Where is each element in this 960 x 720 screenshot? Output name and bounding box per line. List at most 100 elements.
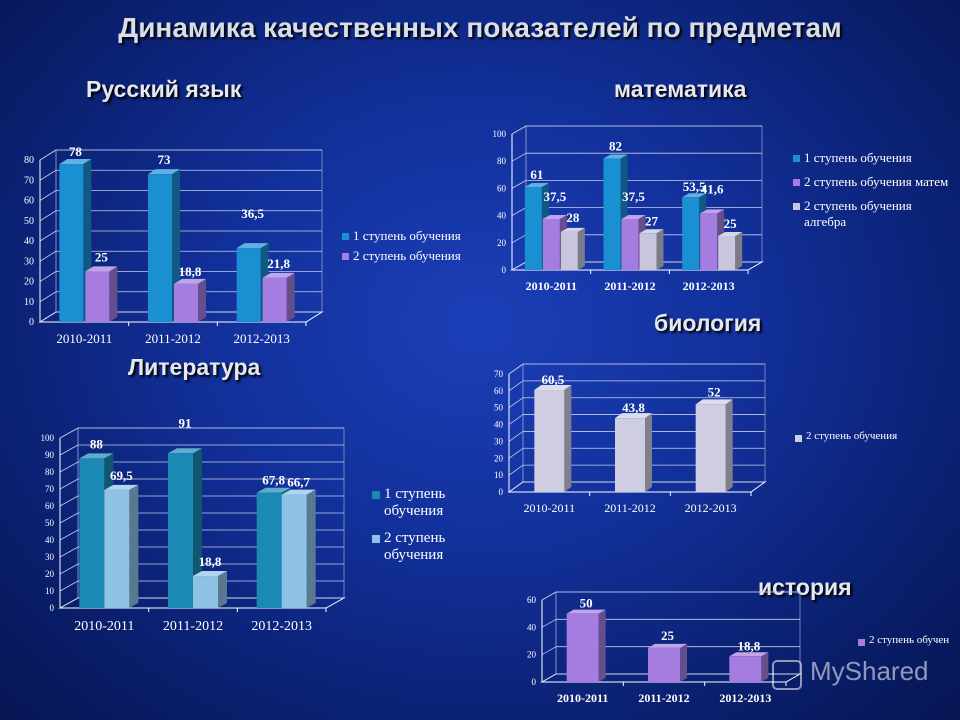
- x-tick-label: 2010-2011: [526, 279, 577, 293]
- y-tick-label: 60: [45, 501, 55, 511]
- x-tick-label: 2010-2011: [557, 691, 608, 705]
- x-tick-label: 2012-2013: [685, 501, 737, 515]
- data-label-biology-s1-c3: 52: [708, 384, 721, 399]
- legend-biology: 2 ступень обучения: [795, 430, 955, 446]
- y-tick-label: 40: [527, 622, 537, 632]
- chart-biology: 0 10 20 30 40 50 60 70 60,5 2010-2011 43,8 2011-201…: [494, 363, 767, 515]
- y-tick-label: 40: [45, 535, 55, 545]
- bar-literature-s2-c2: [193, 571, 227, 608]
- grid-diag: [508, 464, 524, 476]
- legend-item: 2 ступень обучения: [795, 430, 955, 442]
- x-tick-label: 2012-2013: [719, 691, 771, 705]
- y-tick-label: 20: [497, 238, 507, 248]
- bar-history-s1-c3: [729, 652, 769, 682]
- x-tick-label: 2011-2012: [604, 501, 656, 515]
- grid-diag: [39, 291, 57, 303]
- data-label-biology-s1-c2: 43,8: [622, 400, 645, 415]
- grid-diag: [39, 311, 57, 323]
- data-label-russian-s1-c2: 73: [158, 152, 172, 167]
- data-label-biology-s1-c1: 60,5: [541, 372, 564, 387]
- x-tick-label: 2011-2012: [145, 331, 201, 346]
- legend-swatch: [795, 435, 802, 442]
- chart-history: 0 20 40 60 50 2010-2011 25 2011-2012 18,8 2012-20…: [527, 591, 802, 705]
- grid-diag: [508, 431, 524, 442]
- myshared-logo-icon: [772, 660, 802, 690]
- grid-diag: [541, 618, 557, 628]
- grid-diag: [39, 271, 57, 282]
- bar-history-s1-c1: [566, 609, 606, 682]
- data-label-russian-s1-c3: 36,5: [241, 206, 264, 221]
- legend-label: 2 ступень обучения алгебра: [804, 198, 912, 229]
- y-tick-label: 50: [494, 403, 504, 413]
- legend-label: 2 ступень обучения: [806, 430, 898, 442]
- grid-diag: [511, 180, 527, 189]
- bar-russian-s2-c3: [262, 272, 295, 322]
- y-tick-label: 0: [532, 677, 537, 687]
- y-tick-label: 90: [45, 450, 55, 460]
- data-label-math-s1-c2: 82: [609, 138, 622, 153]
- y-tick-label: 0: [50, 603, 55, 613]
- chart-math: 0204060801006137,5282010-20118237,527201…: [493, 125, 764, 293]
- legend-item: 1 ступень обучения: [793, 150, 953, 166]
- y-tick-label: 40: [494, 420, 504, 430]
- legend-swatch: [342, 233, 349, 240]
- subject-title-biology: биология: [654, 310, 762, 336]
- grid-diag: [59, 563, 79, 575]
- grid-diag: [541, 673, 557, 683]
- x-tick-label: 2011-2012: [638, 691, 689, 705]
- legend-label: 1 ступень обучения: [353, 228, 461, 243]
- y-tick-label: 40: [497, 211, 507, 221]
- legend-item: 2 ступень обучения алгебра: [793, 198, 953, 230]
- y-tick-label: 100: [41, 433, 55, 443]
- legend-item: 2 ступень обучения: [372, 530, 482, 564]
- data-label-math-s3-c2: 27: [645, 213, 659, 228]
- data-label-literature-s1-c3: 67,8: [262, 473, 285, 488]
- bar-russian-s2-c2: [174, 278, 206, 322]
- bar-history-s1-c2: [648, 643, 687, 682]
- data-label-russian-s2-c1: 25: [95, 249, 109, 264]
- legend-swatch: [793, 179, 800, 186]
- y-tick-label: 60: [527, 595, 537, 605]
- y-tick-label: 10: [494, 470, 504, 480]
- grid-diag: [59, 580, 79, 592]
- y-tick-label: 70: [24, 175, 34, 186]
- data-label-russian-s1-c1: 78: [69, 144, 83, 159]
- y-tick-label: 80: [45, 467, 55, 477]
- grid-diag: [511, 234, 527, 244]
- data-label-math-s2-c2: 37,5: [622, 189, 645, 204]
- y-tick-label: 20: [494, 453, 504, 463]
- grid-diag: [508, 363, 524, 375]
- legend-russian: 1 ступень обучения 2 ступень обучения: [342, 228, 492, 268]
- subject-title-history: история: [758, 574, 852, 600]
- y-tick-label: 40: [24, 236, 34, 247]
- legend-literature: 1 ступень обучения 2 ступень обучения: [372, 486, 482, 574]
- legend-label: 2 ступень обучения: [384, 530, 446, 563]
- bar-literature-s2-c3: [281, 489, 316, 608]
- y-tick-label: 0: [29, 317, 34, 328]
- grid-diag: [511, 125, 527, 135]
- legend-swatch: [858, 639, 865, 646]
- grid-diag: [508, 380, 524, 392]
- bar-biology-s1-c1: [534, 385, 572, 492]
- grid-diag: [511, 152, 527, 162]
- grid-diag: [511, 261, 527, 271]
- grid-diag: [59, 461, 79, 473]
- bar-math-s3-c3: [718, 232, 743, 270]
- data-label-russian-s2-c3: 21,8: [267, 256, 290, 271]
- x-tick-label: 2010-2011: [524, 501, 576, 515]
- y-tick-label: 0: [499, 487, 504, 497]
- x-tick-label: 2011-2012: [604, 279, 655, 293]
- legend-swatch: [342, 253, 349, 260]
- bar-biology-s1-c2: [615, 413, 652, 492]
- y-tick-label: 0: [502, 265, 507, 275]
- y-tick-label: 20: [24, 277, 34, 288]
- subject-title-literature: Литература: [128, 354, 261, 380]
- bar-russian-s1-c2: [148, 169, 180, 322]
- subject-title-russian: Русский язык: [86, 76, 242, 102]
- chart-side-wall: [508, 363, 524, 493]
- y-tick-label: 30: [494, 436, 504, 446]
- grid-diag: [508, 481, 524, 493]
- grid-diag: [59, 546, 79, 558]
- legend-label: 2 ступень обучения матем: [804, 174, 949, 189]
- y-tick-label: 70: [45, 484, 55, 494]
